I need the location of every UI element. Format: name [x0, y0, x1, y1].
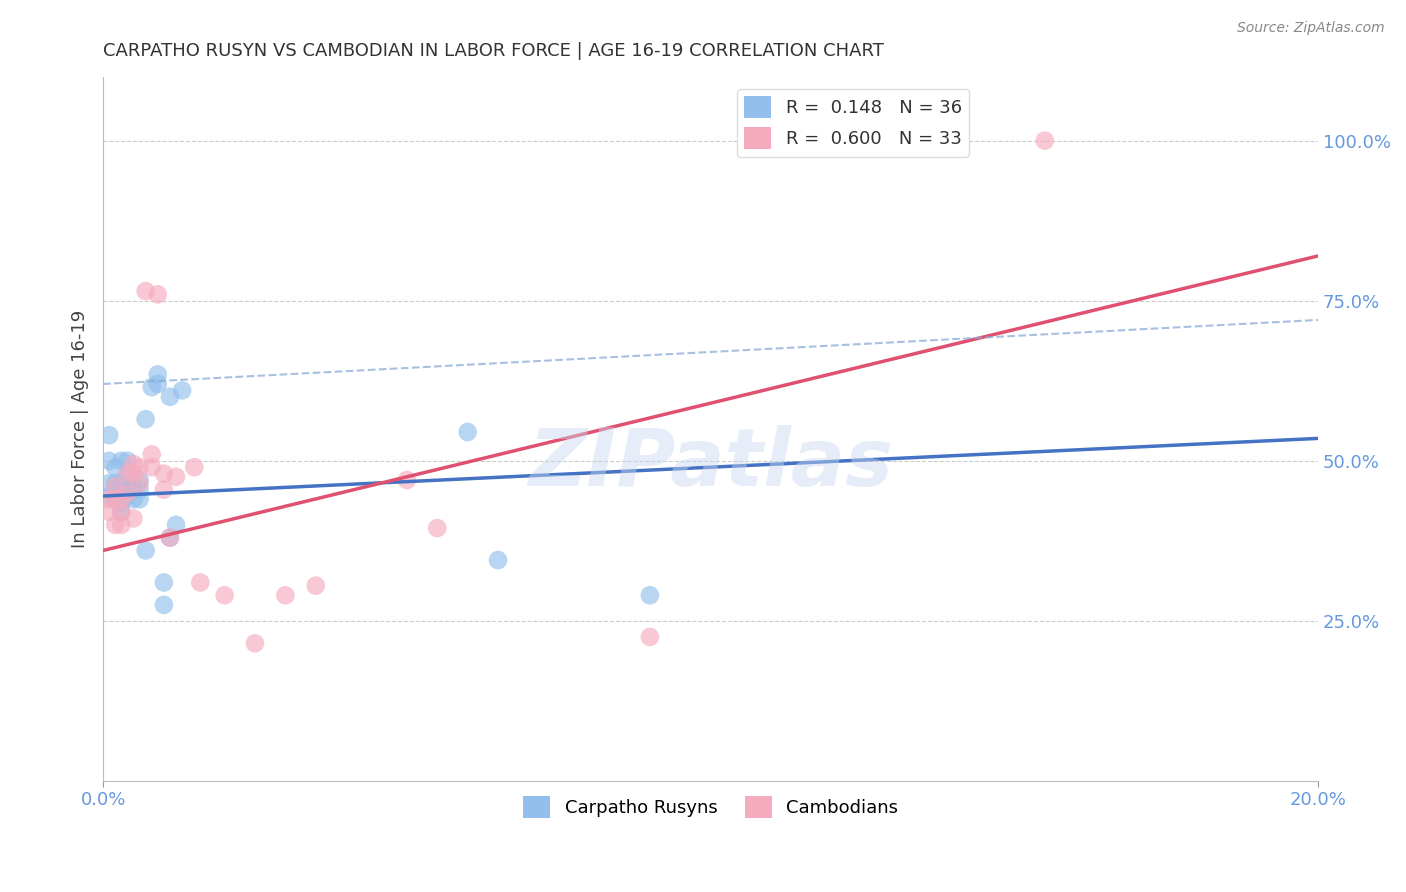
Point	[1033, 134, 1056, 148]
Point	[159, 390, 181, 404]
Point	[188, 575, 211, 590]
Point	[146, 287, 169, 301]
Point	[122, 467, 145, 481]
Point	[214, 588, 236, 602]
Point	[122, 457, 145, 471]
Point	[141, 380, 163, 394]
Text: ZIPatlas: ZIPatlas	[529, 425, 893, 503]
Point	[153, 467, 176, 481]
Point	[98, 476, 121, 491]
Point	[395, 473, 418, 487]
Point	[146, 368, 169, 382]
Point	[243, 636, 266, 650]
Point	[110, 505, 132, 519]
Text: CARPATHO RUSYN VS CAMBODIAN IN LABOR FORCE | AGE 16-19 CORRELATION CHART: CARPATHO RUSYN VS CAMBODIAN IN LABOR FOR…	[103, 42, 884, 60]
Point	[159, 531, 181, 545]
Point	[117, 483, 139, 497]
Point	[122, 511, 145, 525]
Point	[110, 495, 132, 509]
Legend: Carpatho Rusyns, Cambodians: Carpatho Rusyns, Cambodians	[516, 789, 905, 825]
Point	[117, 467, 139, 481]
Point	[98, 489, 121, 503]
Point	[638, 588, 661, 602]
Point	[110, 505, 132, 519]
Point	[98, 428, 121, 442]
Point	[153, 483, 176, 497]
Point	[141, 447, 163, 461]
Point	[110, 517, 132, 532]
Point	[159, 531, 181, 545]
Point	[104, 492, 127, 507]
Point	[172, 384, 194, 398]
Point	[110, 483, 132, 497]
Point	[117, 489, 139, 503]
Point	[122, 492, 145, 507]
Point	[122, 479, 145, 493]
Point	[117, 486, 139, 500]
Y-axis label: In Labor Force | Age 16-19: In Labor Force | Age 16-19	[72, 310, 89, 548]
Point	[153, 575, 176, 590]
Point	[128, 492, 150, 507]
Point	[117, 454, 139, 468]
Point	[638, 630, 661, 644]
Point	[110, 492, 132, 507]
Point	[98, 505, 121, 519]
Point	[153, 598, 176, 612]
Point	[104, 483, 127, 497]
Point	[141, 460, 163, 475]
Point	[128, 473, 150, 487]
Point	[274, 588, 297, 602]
Point	[128, 476, 150, 491]
Point	[104, 476, 127, 491]
Point	[165, 517, 187, 532]
Point	[165, 470, 187, 484]
Point	[104, 492, 127, 507]
Point	[486, 553, 509, 567]
Point	[128, 460, 150, 475]
Point	[104, 517, 127, 532]
Point	[110, 476, 132, 491]
Point	[98, 454, 121, 468]
Point	[135, 412, 157, 426]
Point	[183, 460, 205, 475]
Point	[110, 454, 132, 468]
Point	[457, 425, 479, 439]
Point	[117, 470, 139, 484]
Point	[135, 543, 157, 558]
Point	[426, 521, 449, 535]
Point	[104, 479, 127, 493]
Text: Source: ZipAtlas.com: Source: ZipAtlas.com	[1237, 21, 1385, 35]
Point	[104, 460, 127, 475]
Point	[135, 284, 157, 298]
Point	[98, 492, 121, 507]
Point	[128, 483, 150, 497]
Point	[305, 579, 328, 593]
Point	[146, 376, 169, 391]
